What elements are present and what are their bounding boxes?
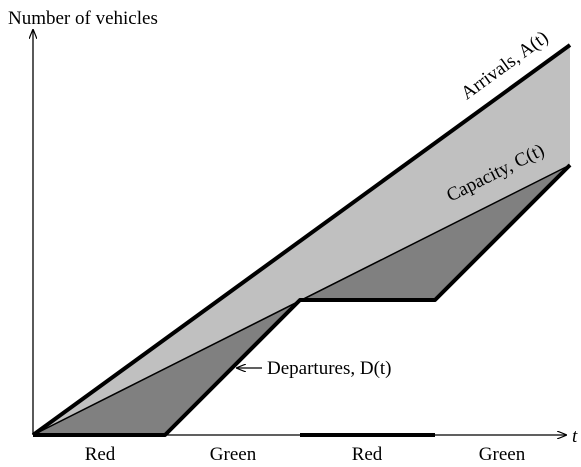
- phase-label: Red: [85, 444, 116, 465]
- phase-label: Green: [210, 444, 257, 465]
- departures-line: [33, 163, 572, 437]
- phase-label: Red: [352, 444, 383, 465]
- arrivals-line: [31, 43, 572, 437]
- departures-label: Departures, D(t): [267, 358, 392, 379]
- y-axis-label: Number of vehicles: [8, 8, 158, 29]
- x-axis-label: t: [572, 426, 578, 447]
- phase-label: Green: [479, 444, 526, 465]
